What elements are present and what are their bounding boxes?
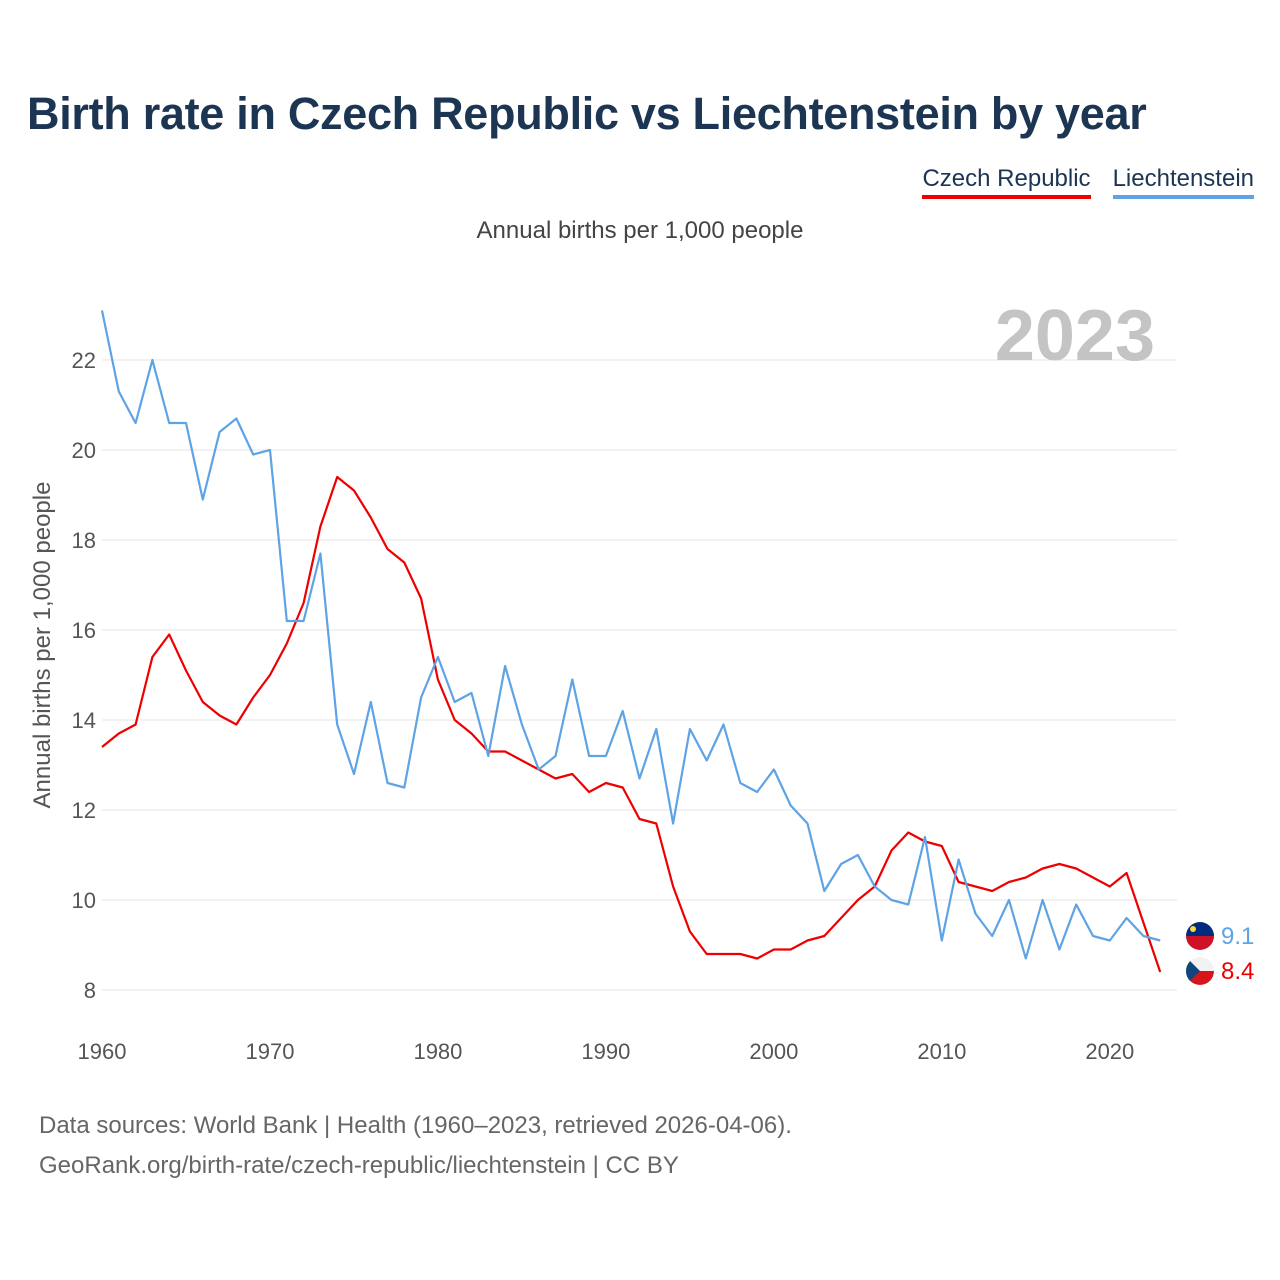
y-tick-label: 12	[72, 798, 96, 823]
legend-item-czech-republic[interactable]: Czech Republic	[922, 165, 1091, 199]
x-tick-label: 2000	[749, 1039, 798, 1064]
source-note: Data sources: World Bank | Health (1960–…	[39, 1106, 792, 1186]
chart-subtitle: Annual births per 1,000 people	[476, 217, 804, 244]
x-axis-ticks: 1960 1970 1980 1990 2000 2010 2020	[78, 1039, 1135, 1064]
x-tick-label: 1970	[245, 1039, 294, 1064]
y-tick-label: 10	[72, 888, 96, 913]
legend: Czech Republic Liechtenstein	[922, 165, 1254, 199]
source-line-1: Data sources: World Bank | Health (1960–…	[39, 1112, 792, 1139]
x-tick-label: 2020	[1085, 1039, 1134, 1064]
series-line-czech-republic[interactable]	[101, 475, 1162, 973]
legend-item-liechtenstein[interactable]: Liechtenstein	[1112, 165, 1254, 199]
series-line-liechtenstein[interactable]	[100, 310, 1161, 960]
x-tick-label: 1980	[413, 1039, 462, 1064]
liechtenstein-flag-icon	[1186, 922, 1214, 950]
y-tick-label: 22	[72, 348, 96, 373]
y-tick-label: 20	[72, 438, 96, 463]
y-tick-label: 16	[72, 618, 96, 643]
y-axis-label: Annual births per 1,000 people	[29, 482, 56, 809]
line-chart: 2023 8 10 12 14 16 18 20 22 1960 1970 1980 1990 200…	[29, 296, 1254, 1064]
y-tick-label: 14	[72, 708, 96, 733]
current-year-label: 2023	[995, 296, 1155, 376]
y-tick-label: 18	[72, 528, 96, 553]
liechtenstein-end-value: 9.1	[1221, 923, 1254, 950]
czech-republic-end-value: 8.4	[1221, 958, 1254, 985]
x-tick-label: 1990	[581, 1039, 630, 1064]
x-tick-label: 1960	[78, 1039, 127, 1064]
x-tick-label: 2010	[917, 1039, 966, 1064]
series-lines	[100, 310, 1162, 973]
czech-republic-flag-icon	[1186, 957, 1214, 985]
y-axis-ticks: 8 10 12 14 16 18 20 22	[72, 348, 96, 1003]
y-tick-label: 8	[84, 978, 96, 1003]
gridlines	[102, 359, 1177, 991]
chart-title: Birth rate in Czech Republic vs Liechten…	[27, 88, 1147, 139]
source-line-2[interactable]: GeoRank.org/birth-rate/czech-republic/li…	[39, 1152, 679, 1179]
